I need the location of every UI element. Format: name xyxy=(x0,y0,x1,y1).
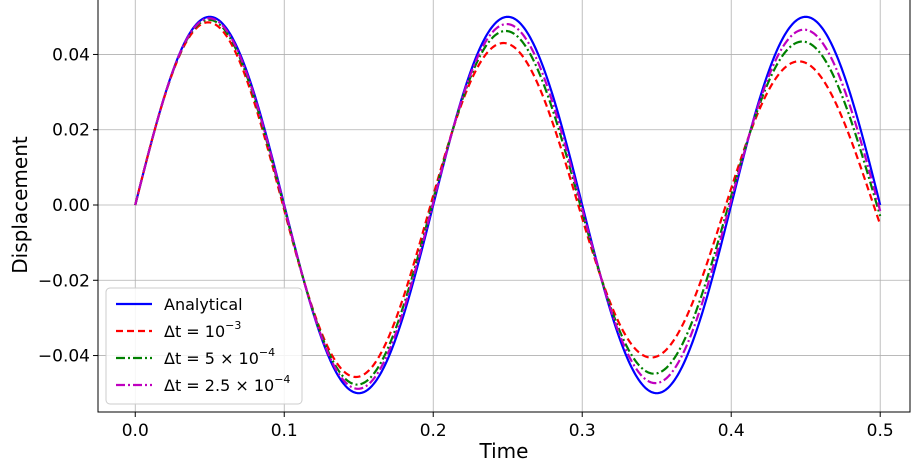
y-tick-label: 0.02 xyxy=(52,121,90,141)
x-axis-label: Time xyxy=(479,439,529,463)
axis-ticks: 0.0 0.1 0.2 0.3 0.4 0.5 −0.04 −0.02 0.00 0.02 0.04 xyxy=(38,45,894,441)
y-tick-label: 0.04 xyxy=(52,45,90,65)
series-line xyxy=(134,17,882,390)
legend: Analytical Δt = 10−3 Δt = 5 × 10−4 Δt = 2.5… xyxy=(105,287,303,405)
series-line xyxy=(134,18,882,386)
y-axis-label: Displacement xyxy=(8,136,32,274)
legend-label: Δt = 10−3 xyxy=(164,319,241,341)
x-tick-label: 0.4 xyxy=(718,421,745,441)
legend-label: Analytical xyxy=(164,295,243,314)
x-tick-label: 0.2 xyxy=(420,421,447,441)
y-tick-label: 0.00 xyxy=(52,196,90,216)
series-line xyxy=(134,15,882,395)
x-tick-label: 0.3 xyxy=(569,421,596,441)
series-lines xyxy=(134,15,882,395)
y-tick-label: −0.02 xyxy=(38,271,90,291)
x-tick-label: 0.5 xyxy=(867,421,894,441)
legend-box xyxy=(105,287,303,405)
legend-label: Δt = 2.5 × 10−4 xyxy=(164,373,290,395)
legend-label: Δt = 5 × 10−4 xyxy=(164,346,275,368)
x-tick-label: 0.0 xyxy=(122,421,149,441)
x-tick-label: 0.1 xyxy=(271,421,298,441)
y-tick-label: −0.04 xyxy=(38,347,90,367)
